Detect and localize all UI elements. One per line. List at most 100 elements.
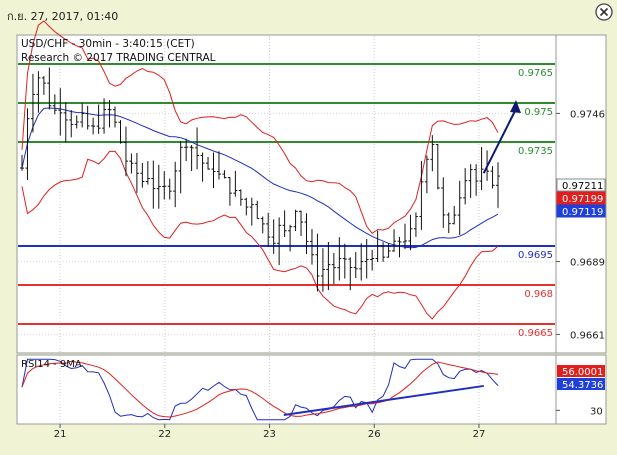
candle [271,219,276,254]
candle [200,152,205,182]
candle [397,236,402,258]
candle [216,151,221,180]
candle [151,160,156,209]
candle [326,242,331,291]
candle [375,230,380,263]
rsi-tick-label: 30 [590,406,603,417]
price-tag-box [556,204,606,218]
level-layer: 0.9765 0.975 0.9735 0.9695 0.968 0.9665 [18,63,555,339]
candle [353,252,358,278]
candle [435,143,440,190]
candle [20,154,24,171]
close-icon [595,3,613,21]
candle [91,117,96,135]
level-label: 0.9665 [518,328,553,339]
candle [102,98,107,134]
candle [315,233,320,292]
candle [474,164,479,196]
candle [244,197,249,216]
level-label: 0.9695 [518,250,553,261]
candle [342,243,347,279]
axis-layer: 0.9746 0.9689 0.9661 0.97211 0.97199 0.97119 3… [54,109,606,440]
candle [129,153,134,174]
candle [309,229,314,265]
candle [47,67,52,110]
bollinger-lower [21,150,499,320]
x-tick-label: 26 [368,429,381,440]
candle [206,156,211,170]
candle [331,252,336,285]
candle [58,88,63,136]
candle [123,126,128,177]
rsi-tag-box [557,378,605,390]
candle [490,166,495,189]
candle [30,73,35,133]
candle [304,213,309,255]
x-tick-label: 22 [158,429,171,440]
candle [457,180,462,235]
rsi-tag-label: 56.0001 [562,367,603,378]
grid-layer [18,36,555,423]
candle [227,177,232,206]
candle [107,100,112,128]
candle [162,171,167,200]
candle [63,102,68,143]
candle [408,214,413,251]
candle [282,210,287,238]
candle [446,212,451,234]
candle [255,200,260,220]
candle [381,242,386,262]
y-tick-label: 0.9689 [570,258,605,269]
candle [419,160,424,230]
candle-layer [20,67,521,292]
candle [441,177,446,228]
candle [184,138,189,162]
candle [74,115,79,129]
candle [41,76,46,95]
x-tick-label: 21 [54,429,67,440]
level-label: 0.975 [524,107,553,118]
y-tick-label: 0.9661 [570,330,605,341]
rsi-label: RSI14 - 9MA [21,359,82,370]
candle [145,161,150,185]
timestamp-label: ก.ย. 27, 2017, 01:40 [7,10,119,23]
candle [167,178,172,200]
candle [266,212,271,247]
candle [195,127,200,170]
candle [233,170,238,197]
y-tick-label: 0.9746 [570,109,605,120]
candle [96,104,101,134]
forecast-arrow-head [510,100,521,113]
candle [370,249,375,271]
candle [468,164,473,198]
price-tag-box [556,178,606,192]
candle [299,210,304,237]
candle [348,257,353,291]
candle [178,141,183,194]
candle [479,146,484,191]
candle [69,110,74,138]
bollinger-layer [21,20,499,320]
candle [249,197,254,226]
bollinger-upper [21,20,499,234]
candle [402,223,407,250]
candle [430,135,435,172]
price-tag-box [556,191,606,205]
candle [36,71,41,113]
candle [364,238,369,279]
candle [211,152,216,188]
close-button[interactable] [595,3,613,21]
candle [173,161,178,208]
rsi-layer [21,358,499,421]
candle [189,145,194,171]
x-tick-label: 27 [473,429,486,440]
x-tick-label: 23 [263,429,276,440]
candle [452,205,457,225]
candle [85,105,90,130]
candle [288,224,293,252]
candle [413,212,418,237]
price-tag-label: 0.97211 [562,181,603,192]
candle [113,106,118,128]
